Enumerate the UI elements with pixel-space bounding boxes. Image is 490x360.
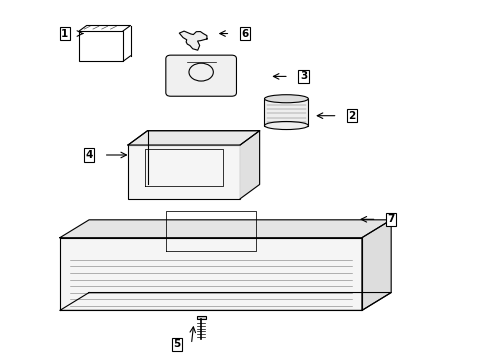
FancyBboxPatch shape <box>166 55 237 96</box>
Text: 1: 1 <box>61 28 68 39</box>
Text: 5: 5 <box>173 339 180 349</box>
Ellipse shape <box>265 95 308 103</box>
Polygon shape <box>197 316 205 319</box>
Polygon shape <box>179 31 207 50</box>
Text: 2: 2 <box>348 111 356 121</box>
Text: 4: 4 <box>85 150 93 160</box>
Text: 7: 7 <box>388 214 395 224</box>
Ellipse shape <box>265 122 308 130</box>
Polygon shape <box>128 145 240 199</box>
Text: 6: 6 <box>242 28 248 39</box>
Polygon shape <box>60 238 362 310</box>
Polygon shape <box>60 220 391 238</box>
Polygon shape <box>128 131 260 145</box>
Polygon shape <box>240 131 260 199</box>
Polygon shape <box>362 220 391 310</box>
Text: 3: 3 <box>300 71 307 81</box>
Polygon shape <box>265 99 308 126</box>
Polygon shape <box>60 293 391 310</box>
